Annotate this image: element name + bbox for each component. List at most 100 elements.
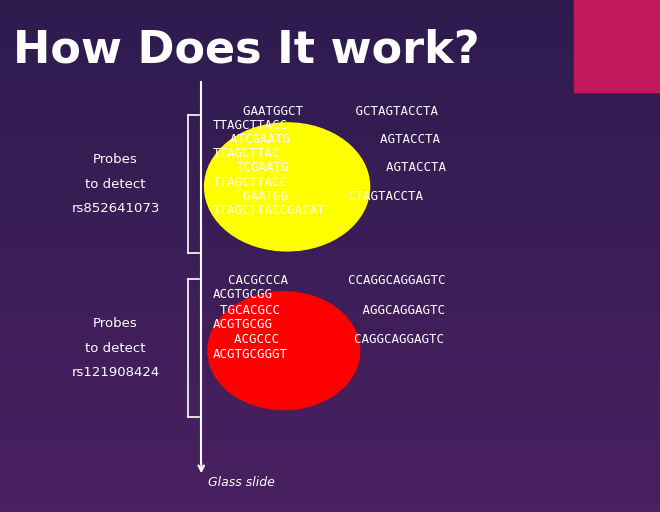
Text: to detect: to detect <box>85 178 146 191</box>
Bar <box>0 328 660 333</box>
Bar <box>0 451 660 456</box>
Text: ATCGAATG            AGTACCTA: ATCGAATG AGTACCTA <box>230 133 440 146</box>
Bar <box>0 297 660 302</box>
Bar <box>0 41 660 46</box>
Bar <box>0 241 660 246</box>
Text: TTAGCTTACC: TTAGCTTACC <box>213 119 288 132</box>
Bar <box>0 26 660 31</box>
Text: How Does It work?: How Does It work? <box>13 28 480 71</box>
Bar <box>0 205 660 210</box>
Bar <box>0 174 660 179</box>
Bar <box>0 466 660 471</box>
Bar <box>0 271 660 276</box>
Text: to detect: to detect <box>85 342 146 355</box>
Bar <box>0 292 660 297</box>
Text: Probes: Probes <box>93 317 138 330</box>
Bar <box>0 46 660 51</box>
Bar <box>0 348 660 353</box>
Bar <box>0 128 660 133</box>
Bar <box>0 113 660 118</box>
Bar <box>0 502 660 507</box>
Bar <box>0 251 660 256</box>
Bar <box>0 56 660 61</box>
Circle shape <box>208 292 360 410</box>
Bar <box>0 333 660 338</box>
Bar <box>0 481 660 486</box>
Bar <box>0 200 660 205</box>
Bar <box>0 456 660 461</box>
Bar <box>0 36 660 41</box>
Bar <box>0 195 660 200</box>
Bar <box>0 507 660 512</box>
Text: rs121908424: rs121908424 <box>71 366 160 379</box>
Bar <box>0 307 660 312</box>
Bar <box>0 189 660 195</box>
Bar <box>0 82 660 87</box>
Bar <box>0 133 660 138</box>
Bar <box>0 31 660 36</box>
Bar <box>0 369 660 374</box>
Bar <box>0 266 660 271</box>
Text: TTAGCTTAC: TTAGCTTAC <box>213 147 280 160</box>
Bar <box>0 169 660 174</box>
Bar <box>0 154 660 159</box>
Bar <box>0 20 660 26</box>
Bar <box>0 399 660 404</box>
Bar <box>0 486 660 492</box>
Bar <box>0 317 660 323</box>
Bar <box>0 97 660 102</box>
Text: TTAGCTTACCGACAT: TTAGCTTACCGACAT <box>213 204 325 218</box>
Text: ACGTGCGG: ACGTGCGG <box>213 318 273 331</box>
Bar <box>0 435 660 440</box>
Bar <box>0 410 660 415</box>
Bar <box>0 476 660 481</box>
Bar <box>0 143 660 148</box>
Bar <box>0 87 660 92</box>
Bar <box>0 420 660 425</box>
Bar <box>0 389 660 394</box>
Text: ACGTGCGGGT: ACGTGCGGGT <box>213 348 288 361</box>
Bar <box>0 261 660 266</box>
Bar <box>0 497 660 502</box>
Bar <box>0 323 660 328</box>
Text: TGCACGCC           AGGCAGGAGTC: TGCACGCC AGGCAGGAGTC <box>220 304 445 317</box>
Text: ACGCCC          CAGGCAGGAGTC: ACGCCC CAGGCAGGAGTC <box>234 333 444 347</box>
Bar <box>0 179 660 184</box>
Text: TCGAATG             AGTACCTA: TCGAATG AGTACCTA <box>236 161 446 175</box>
Bar <box>0 210 660 215</box>
Bar <box>0 102 660 108</box>
Bar <box>0 440 660 445</box>
Bar <box>0 61 660 67</box>
Text: Glass slide: Glass slide <box>208 476 275 489</box>
Bar <box>0 77 660 82</box>
Bar <box>0 394 660 399</box>
Bar <box>0 358 660 364</box>
Bar <box>0 220 660 225</box>
Bar <box>0 236 660 241</box>
Bar <box>0 5 660 10</box>
Bar <box>0 338 660 343</box>
Bar <box>0 312 660 317</box>
Text: Probes: Probes <box>93 153 138 166</box>
Text: GAATGGCT       GCTAGTACCTA: GAATGGCT GCTAGTACCTA <box>243 105 438 118</box>
Bar <box>0 445 660 451</box>
Bar <box>0 302 660 307</box>
Text: TTAGCTTACC: TTAGCTTACC <box>213 176 288 189</box>
Bar <box>0 118 660 123</box>
Bar <box>0 0 660 5</box>
Bar <box>0 92 660 97</box>
Bar <box>0 276 660 282</box>
Bar <box>0 108 660 113</box>
Bar <box>0 138 660 143</box>
Bar <box>0 230 660 236</box>
Bar <box>0 72 660 77</box>
Bar <box>0 404 660 410</box>
Bar <box>574 0 660 92</box>
Bar <box>0 430 660 435</box>
Bar <box>0 384 660 389</box>
Text: GAATGG        CTAGTACCTA: GAATGG CTAGTACCTA <box>243 190 423 203</box>
Bar <box>0 215 660 220</box>
Bar <box>0 123 660 128</box>
Bar <box>0 471 660 476</box>
Bar <box>0 225 660 230</box>
